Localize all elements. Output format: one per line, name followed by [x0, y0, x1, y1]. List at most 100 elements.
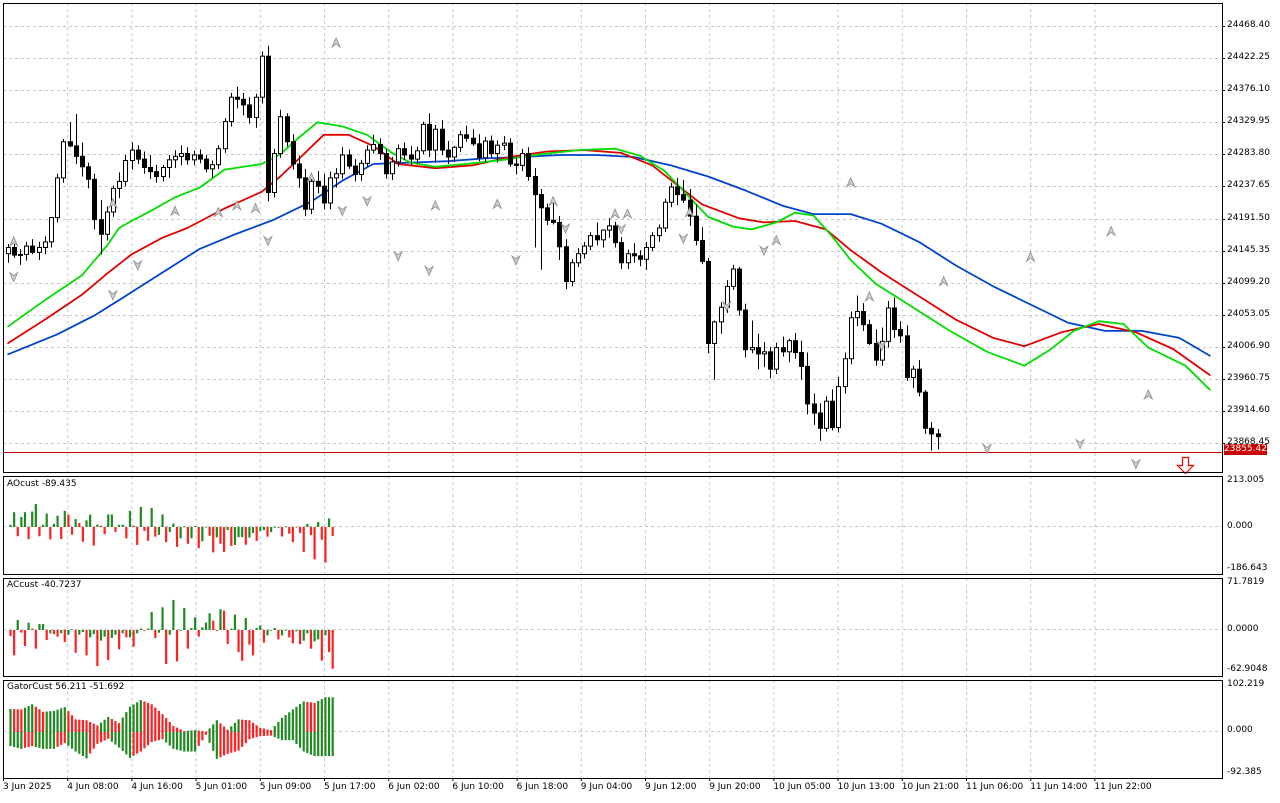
gator-upper-bar [259, 727, 262, 732]
ac-histogram-bar [204, 622, 208, 630]
candle [192, 150, 197, 166]
candle-body-bull [328, 177, 333, 204]
gator-upper-bar [324, 697, 327, 732]
ac-histogram-bar [67, 630, 70, 635]
gator-lower-bar [78, 732, 81, 754]
time-axis-label: 9 Jun 12:00 [645, 782, 697, 792]
gator-upper-bar [288, 712, 291, 732]
candle [768, 346, 773, 379]
candle-body-bull [272, 153, 277, 194]
candle-body-bear [867, 324, 872, 344]
price-scale-label: 24053.05 [1227, 309, 1270, 319]
ao-scale-bottom: -186.643 [1227, 563, 1268, 573]
ao-histogram-bar [262, 527, 265, 530]
gator-upper-bar [201, 731, 204, 732]
gator-lower-bar [52, 732, 56, 749]
candle-body-bear [489, 140, 494, 155]
candle-body-bull [576, 253, 581, 264]
ac-histogram-bar [284, 630, 287, 631]
gator-upper-bar [128, 706, 132, 732]
candle-body-bull [260, 55, 265, 98]
ao-histogram-bar [291, 527, 294, 543]
gator-upper-bar [248, 720, 251, 732]
ac-histogram-bar [74, 630, 77, 653]
candle-body-bull [644, 246, 649, 260]
candle-body-bull [229, 96, 234, 123]
ao-histogram-bar [194, 526, 197, 527]
candle-body-bear [204, 158, 209, 170]
candle-body-bear [99, 219, 104, 235]
candle [247, 97, 252, 124]
candle [185, 147, 190, 165]
gator-upper-bar [266, 729, 269, 732]
candle-body-bull [43, 241, 48, 248]
candle [334, 168, 339, 188]
ao-histogram-bar [150, 507, 153, 527]
candle-body-bull [216, 148, 221, 166]
ao-histogram-bar [81, 527, 84, 542]
ao-histogram-bar [255, 527, 258, 541]
candle-body-bull [774, 347, 779, 370]
sell-signal-arrow-icon[interactable] [1176, 456, 1195, 475]
candle-body-bear [409, 154, 414, 160]
gator-lower-bar [201, 732, 204, 741]
fractal-up-icon [213, 206, 224, 218]
gator-upper-bar [194, 730, 197, 732]
ao-histogram-bar [175, 527, 179, 547]
gator-upper-bar [52, 710, 56, 732]
time-axis-label: 5 Jun 17:00 [324, 782, 376, 792]
gator-lower-bar [20, 732, 23, 749]
gator-lower-bar [273, 732, 276, 738]
gator-upper-bar [262, 728, 265, 732]
gator-lower-bar [74, 732, 77, 752]
candle [80, 142, 85, 177]
gator-lower-bar [204, 732, 208, 735]
candle [495, 140, 500, 163]
candle [514, 157, 519, 175]
candle-body-bear [551, 219, 556, 223]
candle [154, 164, 159, 183]
ac-histogram-bar [125, 630, 128, 638]
fractal-up-icon [845, 176, 856, 189]
candle-body-bear [675, 186, 680, 196]
gator-upper-bar [92, 723, 95, 732]
gator-upper-bar [110, 719, 113, 732]
gator-lower-bar [241, 732, 244, 747]
gator-upper-bar [306, 701, 309, 732]
candle-body-bull [278, 116, 283, 155]
candle [911, 365, 916, 388]
gator-lower-bar [212, 732, 215, 751]
candle [774, 342, 779, 375]
time-axis-label: 11 Jun 22:00 [1094, 782, 1152, 792]
candle-body-bull [650, 235, 655, 248]
candle-body-bull [849, 317, 854, 360]
gator-lower-bar [168, 732, 171, 746]
ac-histogram-bar [208, 613, 211, 630]
candle [421, 121, 426, 155]
fractal-down-icon [8, 271, 19, 283]
gator-lower-bar [277, 732, 280, 739]
fractal-down-icon [1130, 458, 1141, 470]
gator-lower-bar [150, 732, 153, 743]
fractal-down-icon [721, 300, 732, 312]
ac-histogram-bar [201, 627, 204, 630]
candle [371, 134, 376, 154]
candle [303, 168, 308, 217]
ac-histogram-bar [251, 630, 255, 656]
fractal-up-icon [107, 197, 118, 209]
ao-histogram-bar [186, 527, 189, 544]
ac-histogram-bar [146, 628, 150, 630]
candle [737, 266, 742, 316]
fractal-up-icon [548, 195, 559, 207]
candle [582, 241, 587, 259]
ao-histogram-bar [78, 523, 81, 527]
candle [285, 113, 290, 147]
candle-body-bull [61, 141, 66, 179]
ao-histogram-bar [273, 527, 276, 528]
candle [719, 302, 724, 334]
candle [613, 221, 618, 248]
candle [254, 93, 259, 128]
candle-body-bull [588, 235, 593, 247]
ao-histogram-bar [56, 515, 59, 527]
